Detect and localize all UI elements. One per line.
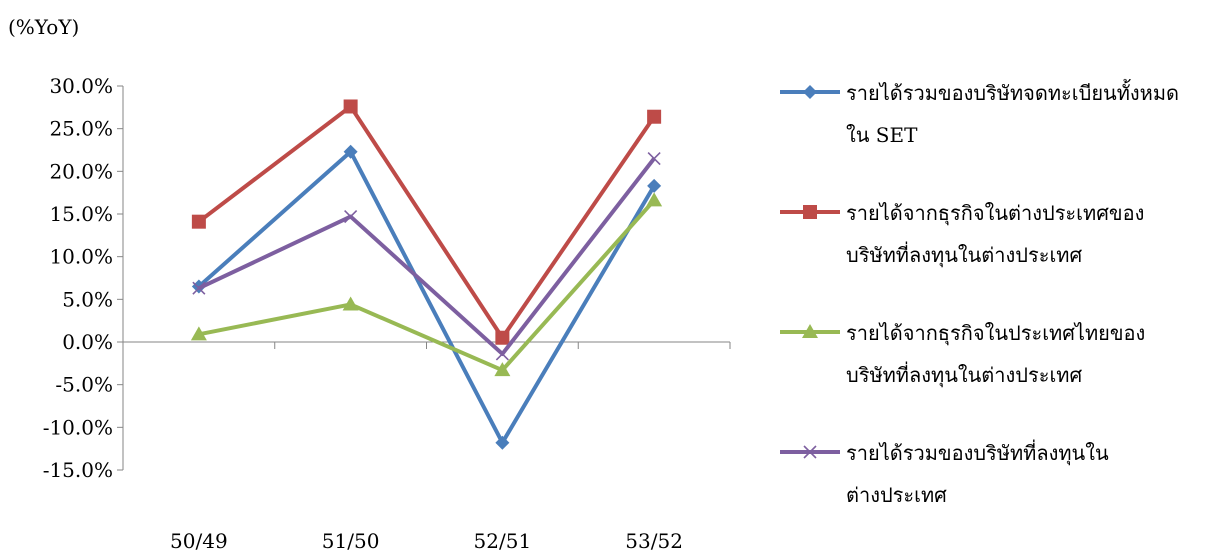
data-point xyxy=(343,99,358,114)
series-line xyxy=(198,157,656,356)
data-point xyxy=(190,326,207,341)
y-tick-label: 20.0% xyxy=(49,159,113,183)
marker-stroke xyxy=(344,209,358,224)
legend-label-4: รายได้รวมของบริษัทที่ลงทุนใน ต่างประเทศ xyxy=(846,441,1109,507)
series-line xyxy=(197,149,656,445)
data-point xyxy=(192,281,206,295)
axes: 30.0% 25.0% 20.0% 15.0% 10.0% 5.0% 0.0% -5.0% -1… xyxy=(43,74,731,553)
data-point xyxy=(647,109,662,124)
series-line xyxy=(197,104,656,340)
legend-label-1: รายได้รวมของบริษัทจดทะเบียนทั้งหมด ใน SE… xyxy=(846,81,1180,147)
legend-item-2: รายได้จากธุรกิจในต่างประเทศของ บริษัทที่… xyxy=(778,192,1218,312)
series-3 xyxy=(190,192,663,377)
y-axis-label: (%YoY) xyxy=(8,15,79,39)
marker-stroke xyxy=(495,347,509,361)
y-tick-label: 30.0% xyxy=(49,74,113,98)
data-point xyxy=(344,209,358,224)
x-tick-label: 53/52 xyxy=(625,529,683,553)
data-point xyxy=(494,362,511,377)
legend: รายได้รวมของบริษัทจดทะเบียนทั้งหมด ใน SE… xyxy=(778,72,1218,552)
data-point xyxy=(647,151,661,166)
series-2 xyxy=(191,99,662,345)
legend-marker-x xyxy=(780,445,840,459)
legend-marker-square xyxy=(780,205,840,219)
x-tick-label: 51/50 xyxy=(322,529,380,553)
marker-stroke xyxy=(192,281,206,295)
data-point xyxy=(495,347,509,361)
data-point xyxy=(343,144,358,159)
legend-item-1: รายได้รวมของบริษัทจดทะเบียนทั้งหมด ใน SE… xyxy=(778,72,1218,192)
series-line xyxy=(198,199,656,373)
legend-label-2: รายได้จากธุรกิจในต่างประเทศของ บริษัทที่… xyxy=(846,201,1145,267)
series-1 xyxy=(191,144,662,450)
legend-marker xyxy=(803,85,817,99)
data-point xyxy=(191,214,206,229)
legend-marker-diamond xyxy=(780,85,840,99)
y-tick-label: 0.0% xyxy=(62,330,113,354)
legend-marker-triangle xyxy=(780,324,840,338)
y-tick-label: -5.0% xyxy=(55,373,113,397)
legend-marker xyxy=(803,205,817,219)
y-tick-label: 10.0% xyxy=(49,245,113,269)
y-tick-label: -15.0% xyxy=(43,458,113,482)
y-tick-label: 25.0% xyxy=(49,117,113,141)
legend-marker xyxy=(803,445,817,459)
y-tick-label: 5.0% xyxy=(62,287,113,311)
legend-marker xyxy=(802,324,818,338)
line-chart: (%YoY) 30.0% 25.0% 20.0% 15.0% 10.0% 5.0% 0.0%… xyxy=(8,15,731,553)
legend-item-4: รายได้รวมของบริษัทที่ลงทุนใน ต่างประเทศ xyxy=(778,432,1218,552)
legend-label-3: รายได้จากธุรกิจในประเทศไทยของ บริษัทที่ล… xyxy=(846,321,1146,387)
legend-item-3: รายได้จากธุรกิจในประเทศไทยของ บริษัทที่ล… xyxy=(778,312,1218,432)
data-point xyxy=(495,435,510,450)
y-tick-label: -10.0% xyxy=(43,415,113,439)
data-point xyxy=(647,178,662,193)
marker-stroke xyxy=(803,445,817,459)
series-4 xyxy=(192,151,661,361)
data-point xyxy=(646,192,663,207)
data-point xyxy=(495,330,510,345)
x-tick-label: 52/51 xyxy=(474,529,532,553)
marker-stroke xyxy=(647,151,661,166)
x-tick-label: 50/49 xyxy=(170,529,228,553)
data-point xyxy=(342,296,359,311)
y-tick-label: 15.0% xyxy=(49,202,113,226)
series-layer xyxy=(190,99,663,450)
